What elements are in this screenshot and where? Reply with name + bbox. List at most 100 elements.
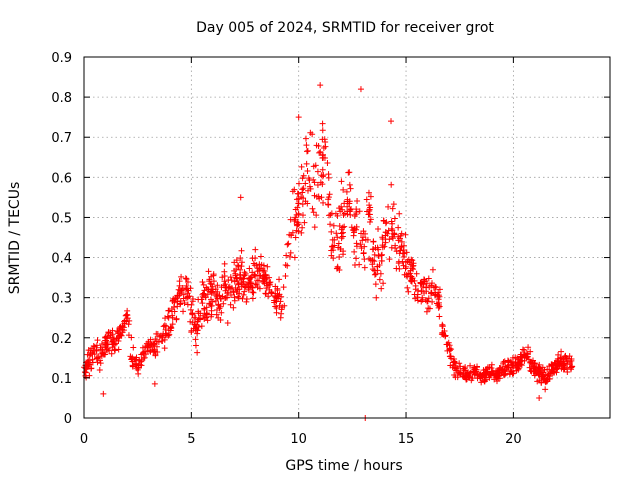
data-point	[277, 314, 284, 321]
data-point	[324, 160, 331, 167]
data-point	[310, 209, 317, 216]
data-point	[300, 172, 307, 179]
data-point	[407, 267, 414, 274]
data-point	[420, 281, 427, 288]
data-point	[251, 262, 258, 269]
data-point	[168, 324, 175, 331]
data-point	[252, 246, 259, 253]
data-point	[344, 203, 351, 210]
data-point	[398, 243, 405, 250]
y-tick-label: 0	[64, 412, 72, 427]
y-tick-label: 0.1	[51, 372, 72, 387]
y-tick-label: 0.3	[51, 292, 72, 307]
data-point	[110, 341, 117, 348]
data-point	[395, 224, 402, 231]
data-point	[168, 305, 175, 312]
data-point	[495, 375, 502, 382]
data-point	[253, 281, 260, 288]
data-point	[369, 261, 376, 268]
data-point	[457, 369, 464, 376]
data-point	[380, 217, 387, 224]
data-point	[404, 284, 411, 291]
data-point	[325, 194, 332, 201]
data-point	[205, 268, 212, 275]
data-point	[353, 226, 360, 233]
data-point	[345, 169, 352, 176]
data-point	[284, 262, 291, 269]
data-point	[396, 250, 403, 257]
data-point	[385, 203, 392, 210]
data-point	[252, 272, 259, 279]
data-point	[314, 168, 321, 175]
data-point	[150, 342, 157, 349]
data-point	[410, 262, 417, 269]
data-point	[428, 289, 435, 296]
data-point	[261, 267, 268, 274]
data-point	[376, 276, 383, 283]
data-point	[233, 275, 240, 282]
data-point	[389, 205, 396, 212]
data-point	[315, 142, 322, 149]
data-point	[320, 199, 327, 206]
data-point	[235, 281, 242, 288]
data-point	[125, 332, 132, 339]
data-point	[223, 294, 230, 301]
data-point	[236, 290, 243, 297]
data-point	[295, 114, 302, 121]
data-point	[210, 271, 217, 278]
data-point	[328, 252, 335, 259]
data-point	[560, 360, 567, 367]
data-point	[203, 314, 210, 321]
data-point	[121, 317, 128, 324]
data-point	[219, 274, 226, 281]
data-point	[348, 206, 355, 213]
data-point	[107, 330, 114, 337]
data-point	[519, 346, 526, 353]
data-point	[367, 216, 374, 223]
data-point	[287, 249, 294, 256]
data-point	[539, 373, 546, 380]
data-point	[328, 247, 335, 254]
data-point	[181, 300, 188, 307]
data-point	[362, 230, 369, 237]
data-point	[544, 366, 551, 373]
data-point	[413, 270, 420, 277]
data-point	[165, 307, 172, 314]
data-point	[301, 219, 308, 226]
data-point	[292, 234, 299, 241]
data-point	[535, 366, 542, 373]
data-point	[504, 363, 511, 370]
data-point	[506, 371, 513, 378]
data-point	[395, 260, 402, 267]
data-point	[276, 291, 283, 298]
data-point	[239, 295, 246, 302]
data-point	[248, 280, 255, 287]
data-point	[426, 305, 433, 312]
data-point	[124, 307, 131, 314]
data-point	[217, 317, 224, 324]
data-point	[200, 312, 207, 319]
data-point	[319, 155, 326, 162]
data-point	[210, 278, 217, 285]
data-point	[558, 348, 565, 355]
data-point	[334, 263, 341, 270]
data-point	[319, 120, 326, 127]
data-point	[187, 306, 194, 313]
data-point	[337, 208, 344, 215]
data-point	[492, 371, 499, 378]
data-point	[542, 386, 549, 393]
data-point	[95, 354, 102, 361]
data-point	[203, 284, 210, 291]
data-point	[525, 344, 532, 351]
data-point	[155, 338, 162, 345]
data-point	[98, 341, 105, 348]
data-point	[309, 205, 316, 212]
data-point	[302, 198, 309, 205]
data-point	[90, 343, 97, 350]
data-point	[267, 279, 274, 286]
data-point	[439, 322, 446, 329]
data-point	[384, 230, 391, 237]
data-point	[334, 234, 341, 241]
data-point	[173, 315, 180, 322]
data-point	[179, 284, 186, 291]
